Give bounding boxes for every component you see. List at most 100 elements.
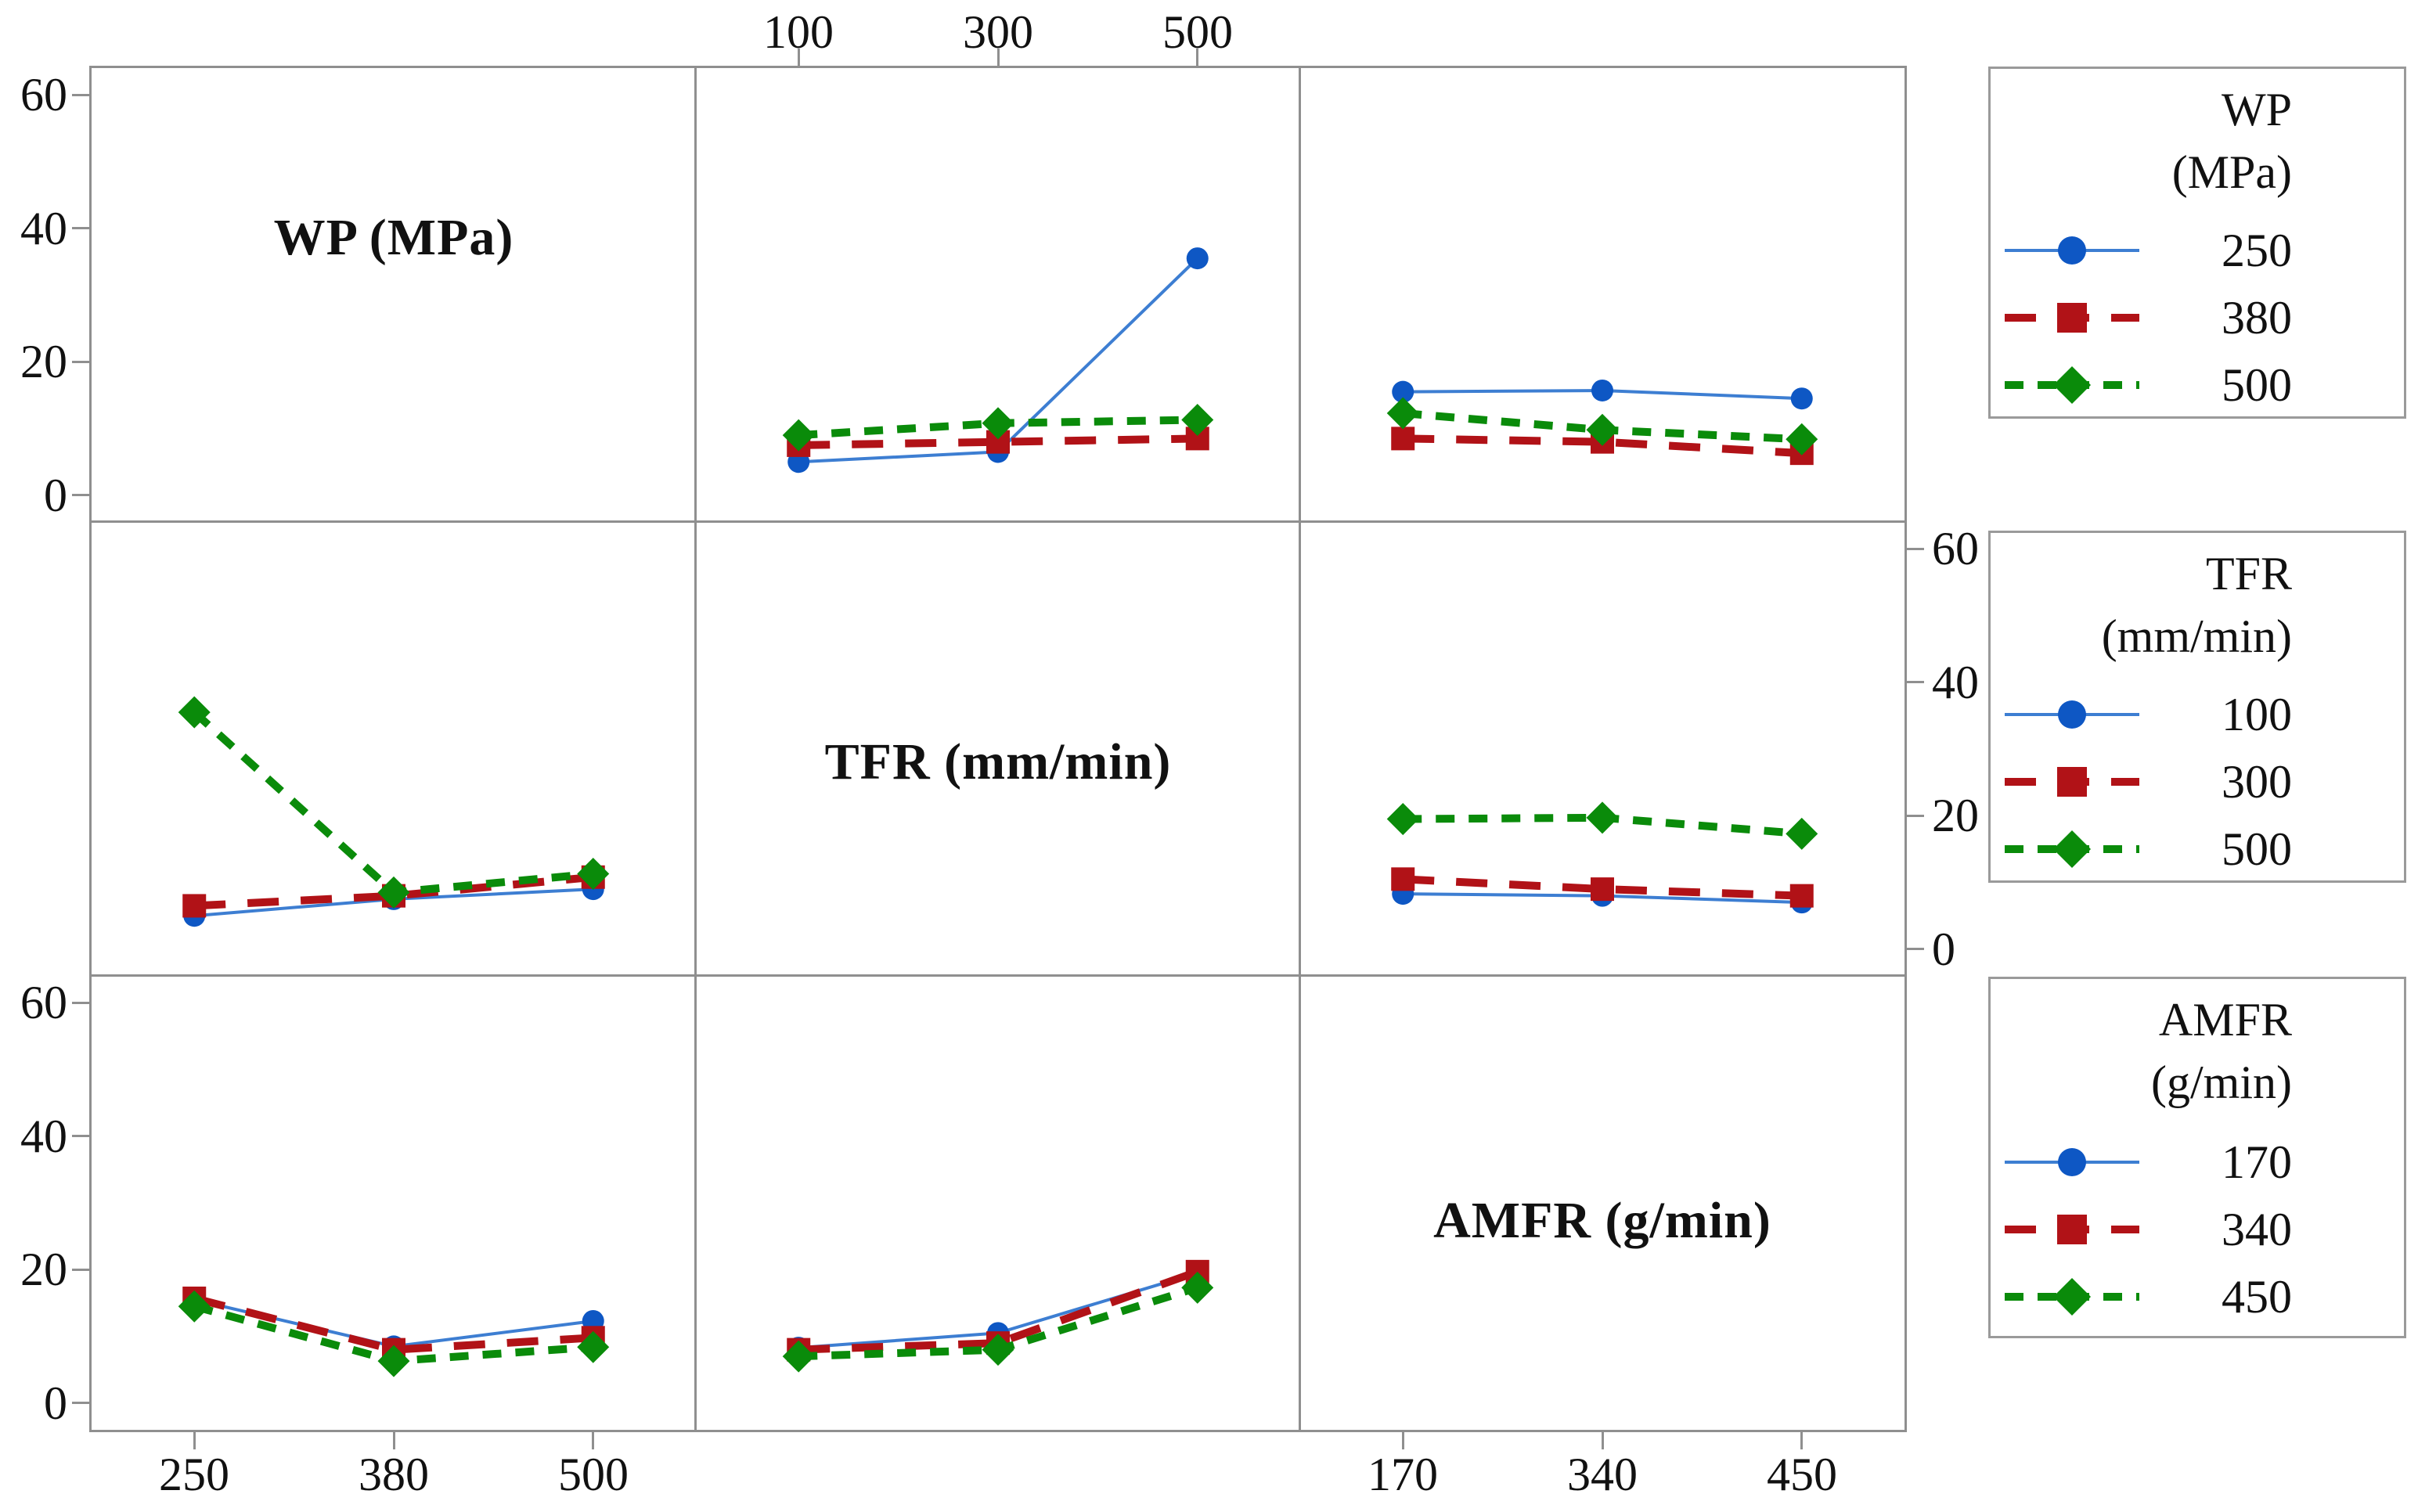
axis-tick xyxy=(1907,547,1924,550)
legend-entry: 170 xyxy=(1991,1129,2404,1195)
axis-tick xyxy=(72,1402,89,1405)
diamond-marker xyxy=(178,696,211,729)
axis-tick xyxy=(996,49,1000,66)
left-axis-tick-label: 40 xyxy=(20,1111,67,1162)
square-marker xyxy=(1789,884,1814,908)
diamond-marker xyxy=(2052,1277,2092,1316)
legend-key-blue-circle xyxy=(2005,236,2139,265)
legend-title: TFR xyxy=(2205,548,2292,599)
legend-entry-label: 340 xyxy=(2222,1204,2292,1255)
legend-entry-label: 380 xyxy=(2222,292,2292,344)
square-marker xyxy=(2057,767,2087,797)
panel-chart xyxy=(178,1286,610,1377)
legend-entry-label: 100 xyxy=(2222,689,2292,740)
legend-entry: 300 xyxy=(1991,749,2404,815)
diamond-marker xyxy=(1786,423,1818,455)
diamond-marker xyxy=(577,857,610,891)
diamond-marker xyxy=(1181,403,1214,437)
bottom-axis-tick-label: 340 xyxy=(1567,1449,1638,1500)
circle-marker xyxy=(2058,700,2086,729)
legend-entry: 380 xyxy=(1991,285,2404,351)
matrix-divider-vertical-2 xyxy=(1299,68,1301,1430)
square-marker xyxy=(1591,877,1614,902)
circle-marker xyxy=(2058,1148,2086,1176)
diamond-marker xyxy=(1386,397,1419,430)
circle-marker xyxy=(1591,379,1613,401)
legend-key-blue-circle xyxy=(2005,700,2139,729)
legend-title-units: (MPa) xyxy=(2171,146,2292,198)
plot-matrix: WP (MPa) TFR (mm/min) AMFR (g/min) xyxy=(89,66,1907,1432)
legend-key-green-diamond xyxy=(2005,365,2139,405)
legend-entry-label: 450 xyxy=(2222,1271,2292,1323)
diamond-marker xyxy=(2052,365,2092,405)
right-axis-tick-label: 60 xyxy=(1932,523,1979,574)
panel-diagonal-wp: WP (MPa) xyxy=(92,68,696,522)
series-line xyxy=(798,434,1198,449)
diamond-marker xyxy=(577,1330,610,1363)
square-marker xyxy=(182,894,207,918)
panel-chart xyxy=(1386,379,1818,466)
diamond-marker xyxy=(2052,830,2092,869)
square-marker xyxy=(1391,867,1415,891)
panel-amfr-vs-wp xyxy=(92,976,696,1430)
right-axis-tick-label: 40 xyxy=(1932,657,1979,708)
axis-tick xyxy=(72,1268,89,1271)
axis-tick xyxy=(797,49,800,66)
legend-entry-label: 500 xyxy=(2222,823,2292,875)
axis-tick xyxy=(1196,49,1199,66)
panel-wp-vs-amfr xyxy=(1300,68,1904,522)
axis-tick xyxy=(72,1135,89,1138)
left-axis-tick-label: 20 xyxy=(20,1244,67,1295)
matrix-divider-horizontal-1 xyxy=(92,520,1904,523)
legend-title-units: (mm/min) xyxy=(2101,610,2292,662)
diamond-marker xyxy=(1786,817,1818,850)
axis-tick xyxy=(392,1432,395,1449)
axis-tick xyxy=(72,494,89,497)
panel-chart xyxy=(1386,801,1818,914)
circle-marker xyxy=(1392,380,1414,403)
square-marker xyxy=(2057,1215,2087,1244)
legend-key-blue-circle xyxy=(2005,1148,2139,1176)
legend-key-red-square xyxy=(2005,767,2139,797)
axis-tick xyxy=(1800,1432,1804,1449)
legend-entry-label: 300 xyxy=(2222,756,2292,808)
axis-tick xyxy=(72,1001,89,1004)
legend-title: WP xyxy=(2222,84,2292,135)
legend-key-green-diamond xyxy=(2005,830,2139,869)
panel-tfr-vs-amfr xyxy=(1300,522,1904,976)
legend-entry: 250 xyxy=(1991,218,2404,283)
matrix-divider-horizontal-2 xyxy=(92,974,1904,977)
right-axis-tick-label: 0 xyxy=(1932,923,1955,975)
diamond-marker xyxy=(1386,803,1419,836)
panel-amfr-vs-tfr xyxy=(696,976,1300,1430)
legend-entry: 100 xyxy=(1991,682,2404,747)
axis-tick xyxy=(1907,681,1924,684)
panel-chart xyxy=(782,1259,1214,1373)
diamond-marker xyxy=(1586,801,1619,834)
axis-tick xyxy=(72,360,89,363)
legend-entry: 340 xyxy=(1991,1197,2404,1262)
legend-title: AMFR xyxy=(2158,994,2292,1046)
legend-amfr: AMFR (g/min) 170 340 450 xyxy=(1988,977,2406,1338)
circle-marker xyxy=(1790,387,1813,410)
diamond-marker xyxy=(982,407,1014,440)
right-axis-tick-label: 20 xyxy=(1932,790,1979,841)
square-marker xyxy=(2057,303,2087,333)
axis-tick xyxy=(592,1432,595,1449)
panel-tfr-vs-wp xyxy=(92,522,696,976)
series-line xyxy=(193,1294,594,1354)
axis-tick xyxy=(193,1432,196,1449)
legend-entry: 500 xyxy=(1991,816,2404,882)
bottom-axis-tick-label: 250 xyxy=(159,1449,229,1500)
circle-marker xyxy=(1186,247,1209,270)
bottom-axis-tick-label: 500 xyxy=(558,1449,629,1500)
panel-chart xyxy=(178,696,610,927)
legend-entry: 500 xyxy=(1991,352,2404,418)
legend-entry-label: 170 xyxy=(2222,1136,2292,1188)
series-line xyxy=(1403,434,1803,458)
series-line xyxy=(798,1268,1199,1354)
axis-tick xyxy=(72,93,89,96)
legend-title-units: (g/min) xyxy=(2151,1057,2292,1108)
